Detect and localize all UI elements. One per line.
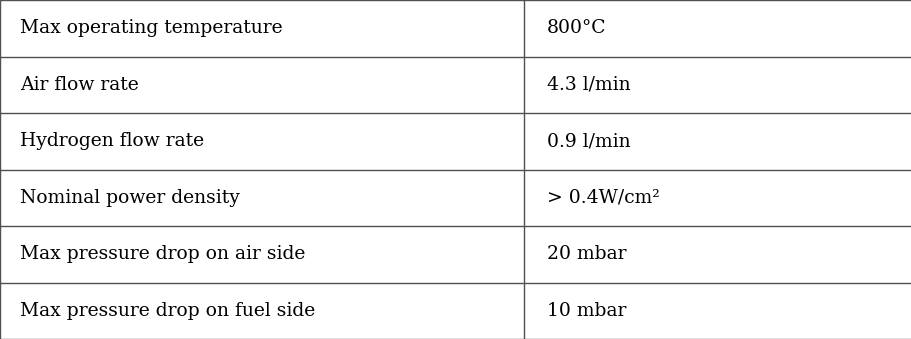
Text: 20 mbar: 20 mbar: [547, 245, 626, 263]
Text: 800°C: 800°C: [547, 19, 606, 37]
Text: 4.3 l/min: 4.3 l/min: [547, 76, 630, 94]
Text: Nominal power density: Nominal power density: [20, 189, 240, 207]
Text: Air flow rate: Air flow rate: [20, 76, 138, 94]
Text: 10 mbar: 10 mbar: [547, 302, 626, 320]
Text: Max pressure drop on air side: Max pressure drop on air side: [20, 245, 305, 263]
Text: Max operating temperature: Max operating temperature: [20, 19, 282, 37]
Text: > 0.4W/cm²: > 0.4W/cm²: [547, 189, 659, 207]
Text: Max pressure drop on fuel side: Max pressure drop on fuel side: [20, 302, 315, 320]
Text: 0.9 l/min: 0.9 l/min: [547, 132, 630, 150]
Text: Hydrogen flow rate: Hydrogen flow rate: [20, 132, 204, 150]
